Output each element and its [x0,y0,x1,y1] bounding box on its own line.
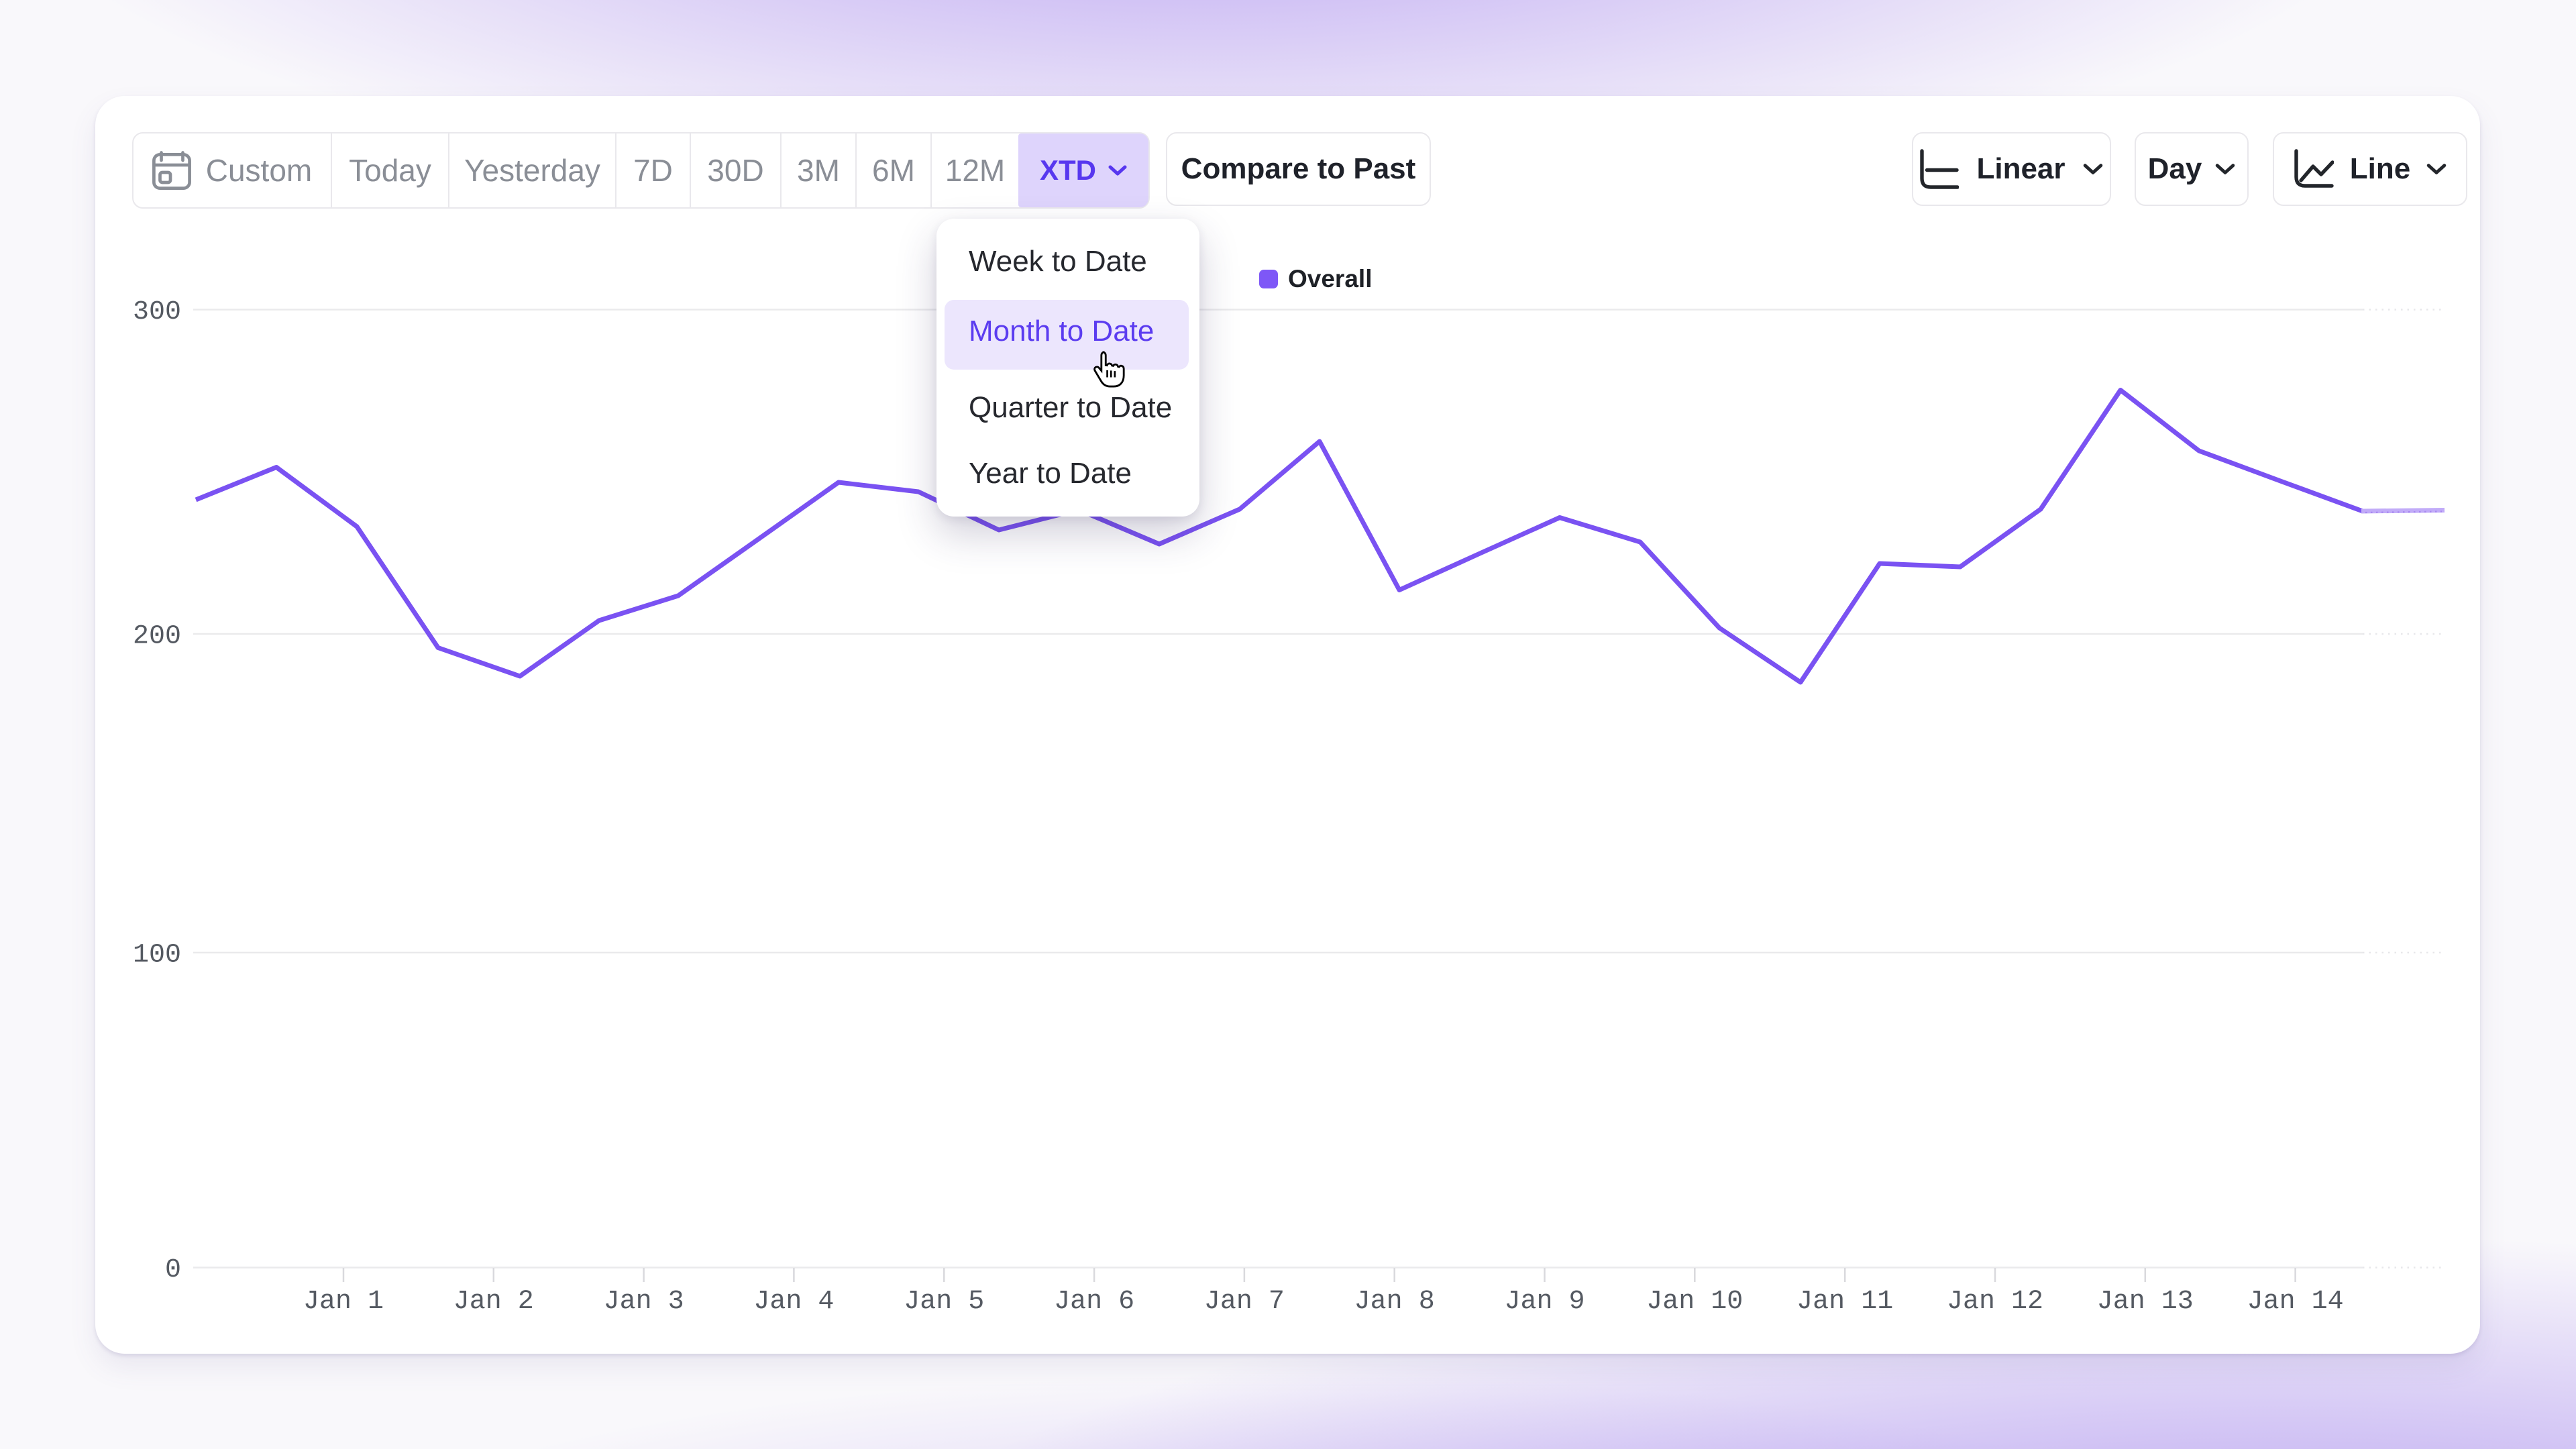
svg-text:Jan 3: Jan 3 [604,1287,684,1317]
svg-text:Jan 6: Jan 6 [1054,1287,1134,1317]
svg-text:Jan 14: Jan 14 [2247,1287,2344,1317]
svg-text:200: 200 [133,622,181,652]
svg-text:0: 0 [165,1255,181,1285]
svg-text:Jan 8: Jan 8 [1354,1287,1435,1317]
svg-text:Jan 10: Jan 10 [1646,1287,1743,1317]
svg-text:100: 100 [133,941,181,971]
svg-text:Jan 11: Jan 11 [1796,1287,1893,1317]
svg-text:Jan 9: Jan 9 [1504,1287,1585,1317]
svg-text:Jan 2: Jan 2 [453,1287,534,1317]
svg-text:Jan 13: Jan 13 [2097,1287,2194,1317]
svg-text:Jan 1: Jan 1 [303,1287,384,1317]
svg-text:Jan 12: Jan 12 [1947,1287,2043,1317]
svg-text:Jan 4: Jan 4 [753,1287,834,1317]
svg-text:Jan 5: Jan 5 [904,1287,984,1317]
svg-text:300: 300 [133,297,181,327]
svg-text:Jan 7: Jan 7 [1204,1287,1285,1317]
